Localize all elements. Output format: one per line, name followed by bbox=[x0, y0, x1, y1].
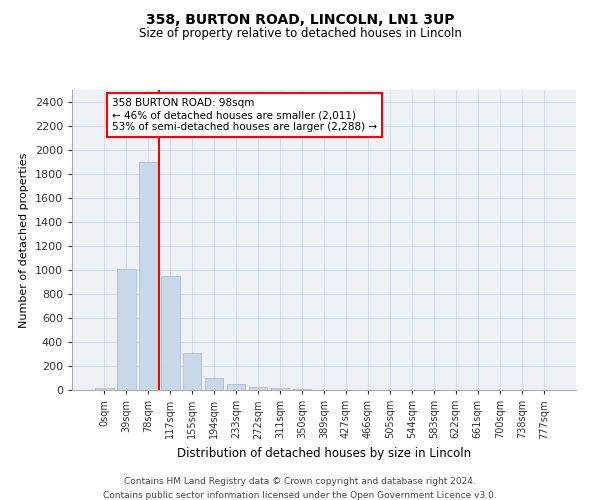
Bar bbox=[183, 353, 202, 390]
Bar bbox=[117, 269, 136, 390]
Y-axis label: Number of detached properties: Number of detached properties bbox=[19, 152, 29, 328]
X-axis label: Distribution of detached houses by size in Lincoln: Distribution of detached houses by size … bbox=[177, 447, 471, 460]
Bar bbox=[249, 387, 268, 390]
Text: 358 BURTON ROAD: 98sqm
← 46% of detached houses are smaller (2,011)
53% of semi-: 358 BURTON ROAD: 98sqm ← 46% of detached… bbox=[112, 98, 377, 132]
Bar bbox=[95, 388, 113, 390]
Bar bbox=[227, 384, 245, 390]
Bar bbox=[205, 378, 223, 390]
Text: Contains HM Land Registry data © Crown copyright and database right 2024.: Contains HM Land Registry data © Crown c… bbox=[124, 478, 476, 486]
Bar bbox=[139, 162, 158, 390]
Bar bbox=[271, 388, 289, 390]
Bar bbox=[293, 389, 311, 390]
Text: 358, BURTON ROAD, LINCOLN, LN1 3UP: 358, BURTON ROAD, LINCOLN, LN1 3UP bbox=[146, 12, 454, 26]
Bar bbox=[161, 276, 179, 390]
Text: Contains public sector information licensed under the Open Government Licence v3: Contains public sector information licen… bbox=[103, 491, 497, 500]
Text: Size of property relative to detached houses in Lincoln: Size of property relative to detached ho… bbox=[139, 28, 461, 40]
